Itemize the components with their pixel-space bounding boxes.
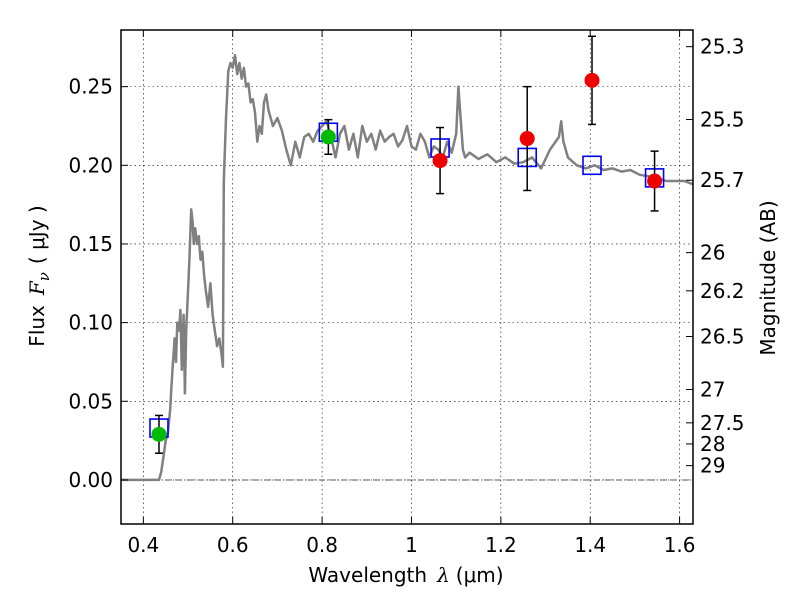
x-tick-label: 1.6 [664, 533, 696, 557]
y2-tick-label: 27 [700, 377, 725, 401]
x-axis-label: Wavelength λ (μm) [308, 563, 503, 587]
y2-tick-label: 27.5 [700, 411, 745, 435]
y-tick-label: 0.15 [68, 232, 113, 256]
y2-tick-label: 26.5 [700, 324, 745, 348]
y2-tick-label: 28 [700, 432, 725, 456]
y2-tick-label: 29 [700, 454, 725, 478]
y-axis: 0.00 0.05 0.10 0.15 0.20 0.25 [68, 75, 128, 492]
x-tick-label: 1.2 [485, 533, 517, 557]
y2-tick-label: 25.3 [700, 35, 745, 59]
y2-tick-label: 25.5 [700, 108, 745, 132]
x-tick-label: 1.4 [574, 533, 606, 557]
plot-frame [120, 29, 694, 525]
grid [121, 30, 693, 524]
x-tick-label: 0.6 [217, 533, 249, 557]
sed-model-line [121, 53, 694, 482]
observed-point [320, 129, 336, 145]
y2-tick-label: 26 [700, 241, 725, 265]
x-tick-label: 0.8 [306, 533, 338, 557]
observed-point [584, 72, 600, 88]
data-series [121, 35, 694, 482]
observed-point [151, 426, 167, 442]
y-tick-label: 0.00 [68, 468, 113, 492]
model-band-square [582, 155, 602, 176]
y2-tick-label: 25.7 [700, 168, 745, 192]
y-tick-label: 0.20 [68, 153, 113, 177]
y-tick-label: 0.10 [68, 311, 113, 335]
y-axis-label: FluxFν( μJy ) [25, 205, 53, 346]
x-axis: 0.4 0.6 0.8 1 1.2 1.4 1.6 [127, 30, 696, 557]
x-tick-label: 0.4 [127, 533, 159, 557]
y2-axis-label: Magnitude (AB) [756, 200, 780, 355]
y2-tick-label: 26.2 [700, 279, 745, 303]
observed-point [647, 173, 663, 189]
observed-point [432, 153, 448, 169]
observed-point [519, 131, 535, 147]
y-tick-label: 0.05 [68, 389, 113, 413]
x-tick-label: 1 [405, 533, 418, 557]
y-tick-label: 0.25 [68, 75, 113, 99]
